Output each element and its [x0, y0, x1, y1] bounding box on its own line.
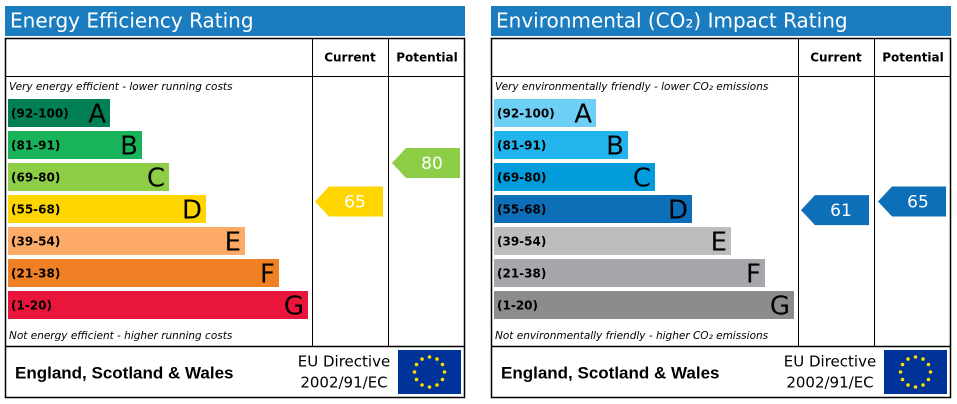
rating-arrow	[392, 148, 460, 178]
band-letter: D	[182, 196, 202, 226]
eu-star	[913, 385, 918, 389]
eu-star	[906, 383, 910, 387]
footer-region: England, Scotland & Wales	[501, 363, 720, 382]
band	[8, 227, 245, 255]
eu-star	[440, 377, 445, 382]
column-header: Current	[324, 51, 376, 65]
band-letter: C	[633, 164, 651, 194]
eu-star	[414, 377, 419, 382]
band-letter: F	[746, 260, 761, 290]
eu-star	[926, 362, 931, 367]
top-note: Very environmentally friendly - lower CO…	[495, 81, 769, 93]
footer-directive: EU Directive	[784, 353, 876, 371]
band	[8, 131, 142, 159]
band	[8, 291, 308, 319]
band-letter: B	[606, 132, 624, 162]
eu-star	[440, 362, 445, 367]
column-header: Current	[810, 51, 862, 65]
band-letter: C	[147, 164, 165, 194]
bottom-note: Not environmentally friendly - higher CO…	[495, 330, 769, 342]
band-range: (39-54)	[497, 235, 546, 249]
rating-arrow	[801, 195, 869, 226]
title-bar	[5, 6, 465, 36]
band-range: (69-80)	[11, 171, 60, 185]
eu-star	[921, 357, 925, 361]
band-letter: D	[668, 196, 688, 226]
eu-star	[420, 357, 424, 361]
footer-code: 2002/91/EC	[786, 374, 873, 392]
eu-star	[900, 362, 905, 367]
band-range: (92-100)	[11, 107, 69, 121]
rating-arrow	[878, 186, 946, 217]
eu-star	[921, 383, 925, 387]
band-letter: E	[225, 228, 241, 258]
band-range: (92-100)	[497, 107, 555, 121]
band-letter: E	[711, 228, 727, 258]
footer-region: England, Scotland & Wales	[15, 363, 234, 382]
band-range: (1-20)	[11, 299, 52, 313]
panel-title: Energy Efficiency Rating	[10, 9, 254, 33]
band-letter: F	[260, 260, 275, 290]
rating-value: 80	[421, 154, 443, 174]
eu-star	[435, 383, 439, 387]
band	[494, 163, 655, 191]
band-range: (81-91)	[11, 139, 60, 153]
eu-star	[900, 377, 905, 382]
band-letter: A	[574, 100, 592, 130]
eu-star	[427, 355, 432, 359]
footer-code: 2002/91/EC	[300, 374, 387, 392]
eu-star	[427, 385, 432, 389]
band-range: (69-80)	[497, 171, 546, 185]
column-header: Potential	[396, 51, 458, 65]
eu-star	[913, 355, 918, 359]
band-range: (21-38)	[11, 267, 60, 281]
eu-star	[898, 370, 903, 374]
panel-title: Environmental (CO₂) Impact Rating	[496, 9, 848, 33]
eu-star	[442, 370, 447, 374]
rating-value: 65	[907, 192, 929, 212]
band-range: (21-38)	[497, 267, 546, 281]
footer-directive: EU Directive	[298, 353, 390, 371]
band	[8, 163, 169, 191]
rating-value: 61	[830, 201, 852, 221]
band-letter: G	[284, 292, 304, 322]
band	[494, 259, 765, 287]
band	[494, 227, 731, 255]
eu-star	[420, 383, 424, 387]
rating-arrow	[315, 186, 383, 217]
band-range: (1-20)	[497, 299, 538, 313]
bottom-note: Not energy efficient - higher running co…	[9, 330, 233, 342]
band	[494, 99, 596, 127]
band	[8, 259, 279, 287]
band-range: (55-68)	[497, 203, 546, 217]
eu-star	[926, 377, 931, 382]
band-letter: B	[120, 132, 138, 162]
band	[494, 131, 628, 159]
band-letter: G	[770, 292, 790, 322]
band	[494, 291, 794, 319]
title-bar	[491, 6, 951, 36]
eu-star	[412, 370, 417, 374]
band-letter: A	[88, 100, 106, 130]
column-header: Potential	[882, 51, 944, 65]
band	[8, 99, 110, 127]
eu-star	[906, 357, 910, 361]
eu-star	[928, 370, 933, 374]
eu-star	[414, 362, 419, 367]
rating-value: 65	[344, 192, 366, 212]
eu-star	[435, 357, 439, 361]
band-range: (55-68)	[11, 203, 60, 217]
band-range: (81-91)	[497, 139, 546, 153]
top-note: Very energy efficient - lower running co…	[9, 81, 233, 93]
band	[8, 195, 206, 223]
band-range: (39-54)	[11, 235, 60, 249]
band	[494, 195, 692, 223]
